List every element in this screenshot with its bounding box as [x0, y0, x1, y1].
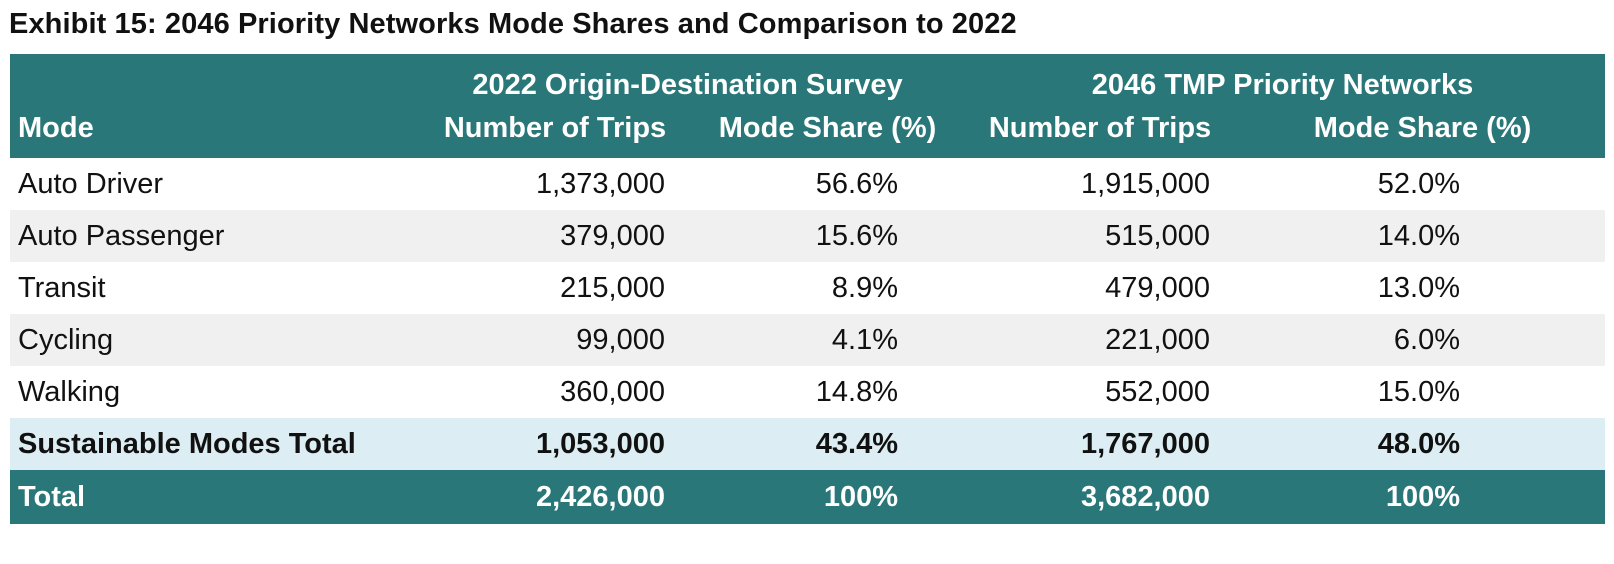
table-row: Auto Passenger 379,000 15.6% 515,000 14.…: [10, 210, 1606, 262]
trips-2046-cell: 3,682,000: [960, 470, 1240, 524]
column-header-share-2046: Mode Share (%): [1240, 106, 1606, 158]
table-row: Cycling 99,000 4.1% 221,000 6.0%: [10, 314, 1606, 366]
mode-cell: Auto Passenger: [10, 210, 415, 262]
mode-cell: Total: [10, 470, 415, 524]
mode-share-table: 2022 Origin-Destination Survey 2046 TMP …: [10, 54, 1606, 524]
mode-cell: Sustainable Modes Total: [10, 418, 415, 470]
mode-cell: Walking: [10, 366, 415, 418]
sustainable-total-row: Sustainable Modes Total 1,053,000 43.4% …: [10, 418, 1606, 470]
trips-2022-cell: 99,000: [415, 314, 695, 366]
group-header-2022: 2022 Origin-Destination Survey: [415, 54, 960, 106]
trips-2022-cell: 379,000: [415, 210, 695, 262]
share-2046-cell: 14.0%: [1240, 210, 1606, 262]
share-2046-cell: 48.0%: [1240, 418, 1606, 470]
trips-2022-cell: 215,000: [415, 262, 695, 314]
group-header-2046: 2046 TMP Priority Networks: [960, 54, 1606, 106]
table-row: Auto Driver 1,373,000 56.6% 1,915,000 52…: [10, 158, 1606, 210]
share-2022-cell: 43.4%: [695, 418, 960, 470]
share-2022-cell: 15.6%: [695, 210, 960, 262]
trips-2046-cell: 479,000: [960, 262, 1240, 314]
share-2046-cell: 100%: [1240, 470, 1606, 524]
trips-2046-cell: 552,000: [960, 366, 1240, 418]
column-header-trips-2046: Number of Trips: [960, 106, 1240, 158]
column-header-trips-2022: Number of Trips: [415, 106, 695, 158]
share-2046-cell: 52.0%: [1240, 158, 1606, 210]
table-row: Transit 215,000 8.9% 479,000 13.0%: [10, 262, 1606, 314]
trips-2046-cell: 1,915,000: [960, 158, 1240, 210]
share-2046-cell: 13.0%: [1240, 262, 1606, 314]
trips-2022-cell: 1,373,000: [415, 158, 695, 210]
mode-cell: Auto Driver: [10, 158, 415, 210]
trips-2046-cell: 221,000: [960, 314, 1240, 366]
table-row: Walking 360,000 14.8% 552,000 15.0%: [10, 366, 1606, 418]
share-2022-cell: 4.1%: [695, 314, 960, 366]
share-2022-cell: 8.9%: [695, 262, 960, 314]
share-2046-cell: 6.0%: [1240, 314, 1606, 366]
trips-2022-cell: 2,426,000: [415, 470, 695, 524]
column-header-share-2022: Mode Share (%): [695, 106, 960, 158]
trips-2046-cell: 515,000: [960, 210, 1240, 262]
share-2022-cell: 100%: [695, 470, 960, 524]
share-2046-cell: 15.0%: [1240, 366, 1606, 418]
share-2022-cell: 14.8%: [695, 366, 960, 418]
mode-cell: Transit: [10, 262, 415, 314]
table-group-header-row: 2022 Origin-Destination Survey 2046 TMP …: [10, 54, 1606, 106]
trips-2022-cell: 1,053,000: [415, 418, 695, 470]
table-column-header-row: Mode Number of Trips Mode Share (%) Numb…: [10, 106, 1606, 158]
share-2022-cell: 56.6%: [695, 158, 960, 210]
trips-2046-cell: 1,767,000: [960, 418, 1240, 470]
trips-2022-cell: 360,000: [415, 366, 695, 418]
total-row: Total 2,426,000 100% 3,682,000 100%: [10, 470, 1606, 524]
exhibit-title: Exhibit 15: 2046 Priority Networks Mode …: [9, 8, 1017, 40]
group-header-empty: [10, 54, 415, 106]
mode-cell: Cycling: [10, 314, 415, 366]
column-header-mode: Mode: [10, 106, 415, 158]
